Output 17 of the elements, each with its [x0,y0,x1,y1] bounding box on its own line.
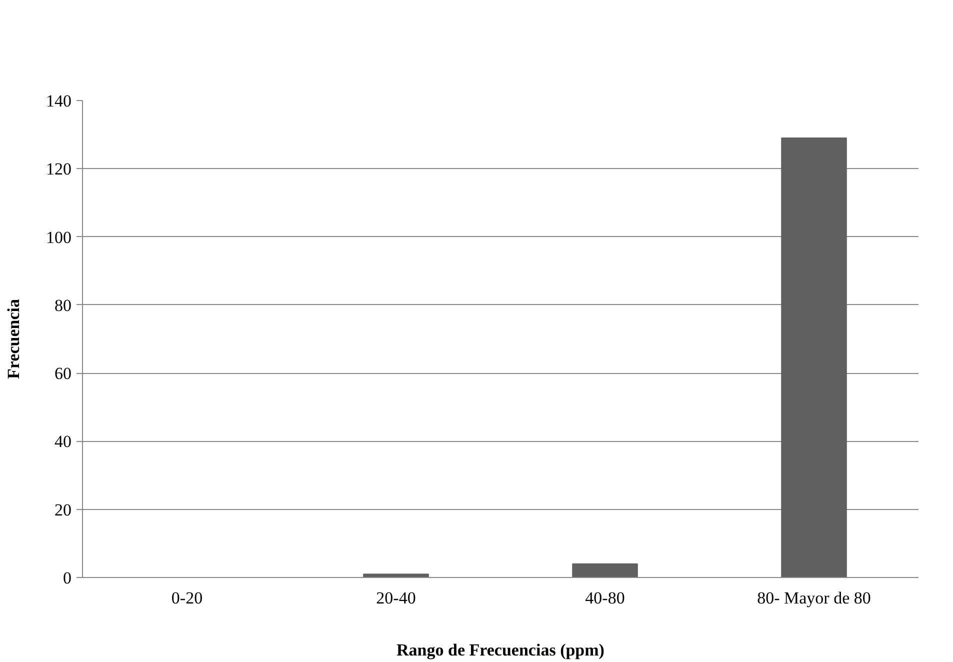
x-tick-label: 40-80 [585,588,625,608]
bar [781,137,847,578]
x-tick-label: 0-20 [171,588,203,608]
y-tick-label: 0 [63,568,72,588]
x-tick-label: 20-40 [376,588,416,608]
y-tick-label: 120 [46,160,72,179]
y-tick-label: 100 [46,228,72,247]
y-tick-label: 40 [54,432,72,452]
y-tick-label: 60 [54,364,72,384]
y-axis-title: Frecuencia [4,298,23,379]
x-tick-label: 80- Mayor de 80 [757,588,871,608]
bar [572,563,638,578]
y-tick-label: 80 [54,296,72,315]
bar [363,574,429,578]
y-tick-label: 140 [46,92,72,110]
y-tick-label: 20 [54,500,72,520]
x-axis-title: Rango de Frecuencias (ppm) [396,640,604,660]
